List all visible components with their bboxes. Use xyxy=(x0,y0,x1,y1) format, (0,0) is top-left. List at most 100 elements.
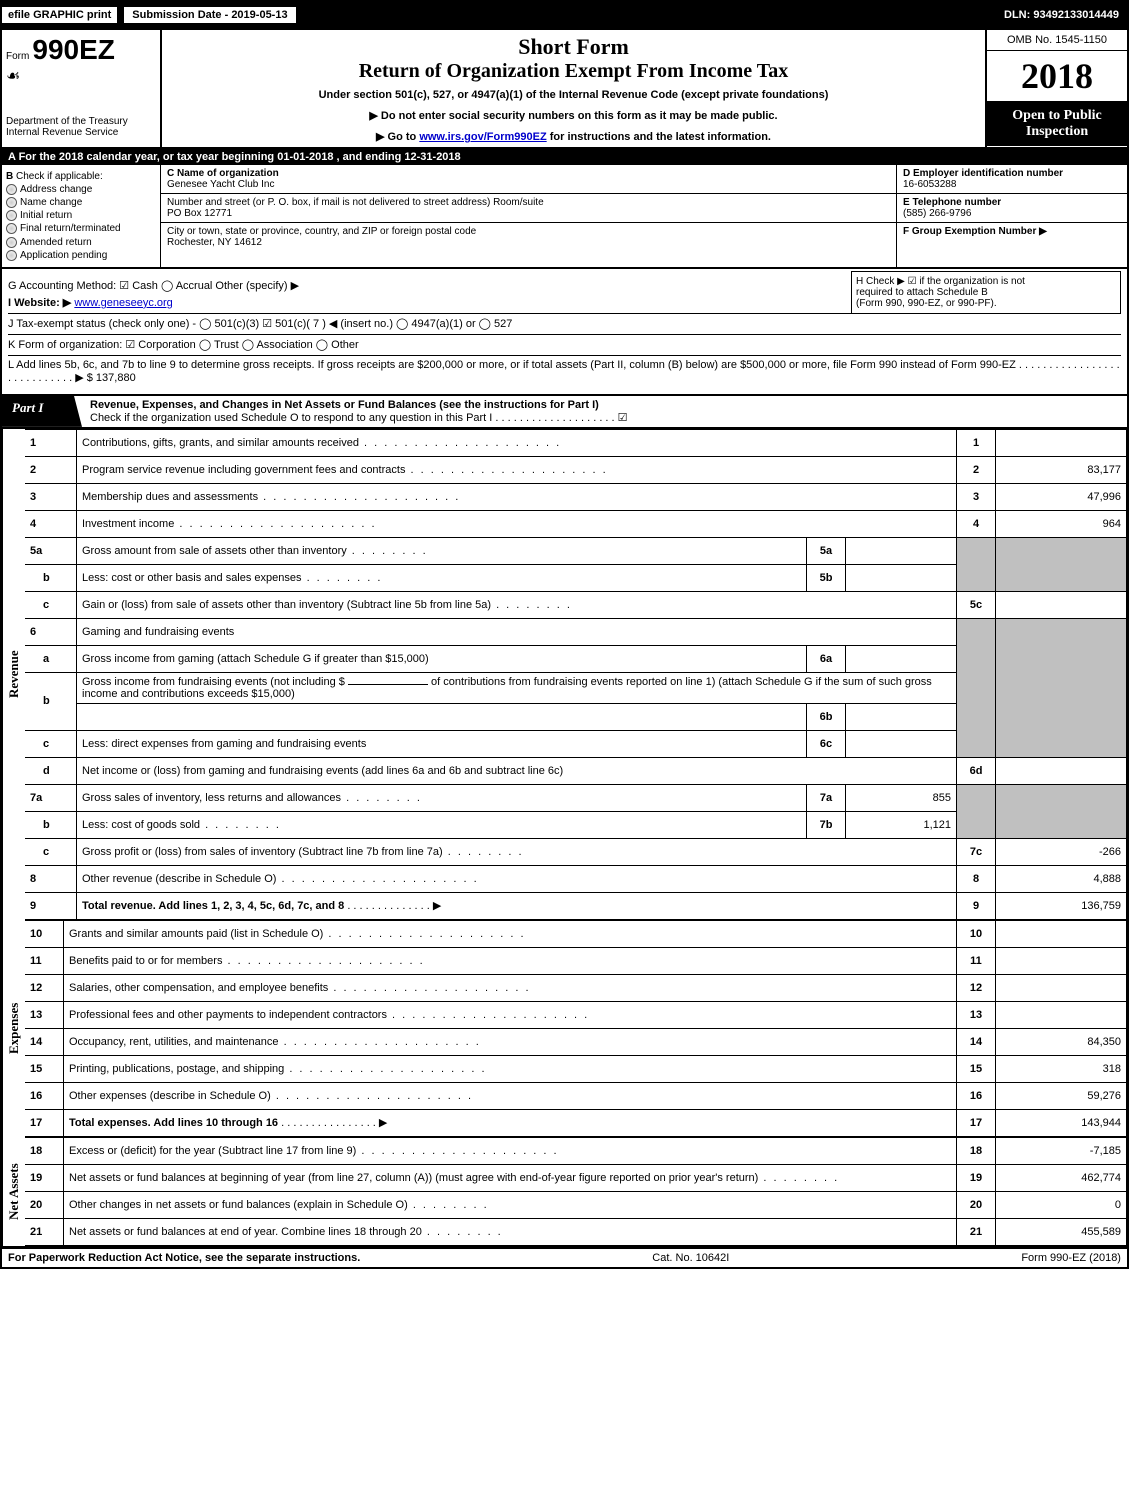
line-4-val: 964 xyxy=(996,510,1127,537)
efile-label[interactable]: efile GRAPHIC print xyxy=(2,7,119,23)
inspection-label: Open to Public Inspection xyxy=(987,102,1127,146)
form-header: Form 990EZ ☙ Department of the Treasury … xyxy=(0,30,1129,149)
line-7c-desc: Gross profit or (loss) from sales of inv… xyxy=(82,846,524,858)
group-exemption-label: F Group Exemption Number ▶ xyxy=(903,226,1047,237)
info-block: B Check if applicable: Address change Na… xyxy=(0,165,1129,269)
revenue-side-label: Revenue xyxy=(2,429,25,920)
line-16-desc: Other expenses (describe in Schedule O) xyxy=(69,1090,473,1102)
line-7c-val: -266 xyxy=(996,838,1127,865)
line-6-desc: Gaming and fundraising events xyxy=(77,618,957,645)
line-6a-desc: Gross income from gaming (attach Schedul… xyxy=(77,645,807,672)
subtitle: Under section 501(c), 527, or 4947(a)(1)… xyxy=(172,89,975,101)
radio-name-change[interactable] xyxy=(6,197,17,208)
footer-center: Cat. No. 10642I xyxy=(652,1252,729,1264)
submission-date: Submission Date - 2019-05-13 xyxy=(123,6,296,24)
phone-label: E Telephone number xyxy=(903,197,1001,208)
tax-year: 2018 xyxy=(987,51,1127,102)
ein-label: D Employer identification number xyxy=(903,168,1063,179)
line-16-val: 59,276 xyxy=(996,1082,1127,1109)
revenue-section: Revenue 1Contributions, gifts, grants, a… xyxy=(0,429,1129,920)
line-17-val: 143,944 xyxy=(996,1109,1127,1136)
expenses-side-label: Expenses xyxy=(2,920,25,1137)
short-form-title: Short Form xyxy=(172,34,975,60)
line-14-desc: Occupancy, rent, utilities, and maintena… xyxy=(69,1036,481,1048)
line-7b-val: 1,121 xyxy=(846,811,957,838)
line-6d-desc: Net income or (loss) from gaming and fun… xyxy=(77,757,957,784)
line-6b-desc1: Gross income from fundraising events (no… xyxy=(82,676,345,688)
ein-value: 16-6053288 xyxy=(903,179,1121,190)
line-13-desc: Professional fees and other payments to … xyxy=(69,1009,589,1021)
org-name: Genesee Yacht Club Inc xyxy=(167,179,890,190)
h-box: H Check ▶ ☑ if the organization is not r… xyxy=(851,271,1121,314)
opt-final-return: Final return/terminated xyxy=(20,224,121,235)
netassets-table: 18Excess or (deficit) for the year (Subt… xyxy=(25,1137,1127,1246)
website-label: I Website: ▶ xyxy=(8,297,71,309)
line-6c-desc: Less: direct expenses from gaming and fu… xyxy=(77,730,807,757)
line-18-val: -7,185 xyxy=(996,1137,1127,1164)
line-15-desc: Printing, publications, postage, and shi… xyxy=(69,1063,487,1075)
opt-application-pending: Application pending xyxy=(20,250,107,261)
omb-number: OMB No. 1545-1150 xyxy=(987,30,1127,51)
line-3-val: 47,996 xyxy=(996,483,1127,510)
footer-right: Form 990-EZ (2018) xyxy=(1021,1252,1121,1264)
goto-pre: ▶ Go to xyxy=(376,131,419,143)
line-20-desc: Other changes in net assets or fund bala… xyxy=(69,1199,489,1211)
part1-label: Part I xyxy=(2,396,82,427)
line-17-desc: Total expenses. Add lines 10 through 16 xyxy=(69,1117,278,1129)
radio-amended[interactable] xyxy=(6,237,17,248)
radio-final-return[interactable] xyxy=(6,223,17,234)
form-prefix: Form xyxy=(6,51,29,62)
line-j: J Tax-exempt status (check only one) - ◯… xyxy=(8,313,1121,330)
line-12-val xyxy=(996,974,1127,1001)
radio-initial-return[interactable] xyxy=(6,210,17,221)
line-5b-desc: Less: cost or other basis and sales expe… xyxy=(82,572,382,584)
line-14-val: 84,350 xyxy=(996,1028,1127,1055)
line-2-val: 83,177 xyxy=(996,456,1127,483)
opt-name-change: Name change xyxy=(20,197,82,208)
street-value: PO Box 12771 xyxy=(167,208,890,219)
line-8-val: 4,888 xyxy=(996,865,1127,892)
line-1-val xyxy=(996,429,1127,456)
radio-address-change[interactable] xyxy=(6,184,17,195)
return-title: Return of Organization Exempt From Incom… xyxy=(172,60,975,83)
footer-left: For Paperwork Reduction Act Notice, see … xyxy=(8,1252,360,1264)
section-a-pre: A For the 2018 calendar year, or tax yea… xyxy=(8,151,277,163)
radio-application-pending[interactable] xyxy=(6,250,17,261)
column-b: B Check if applicable: Address change Na… xyxy=(2,165,161,267)
phone-value: (585) 266-9796 xyxy=(903,208,1121,219)
line-5b-val xyxy=(846,564,957,591)
h-line1: H Check ▶ ☑ if the organization is not xyxy=(856,276,1116,287)
expenses-section: Expenses 10Grants and similar amounts pa… xyxy=(0,920,1129,1137)
line-12-desc: Salaries, other compensation, and employ… xyxy=(69,982,531,994)
line-13-val xyxy=(996,1001,1127,1028)
street-label: Number and street (or P. O. box, if mail… xyxy=(167,197,890,208)
line-5c-val xyxy=(996,591,1127,618)
line-7a-val: 855 xyxy=(846,784,957,811)
part1-title: Revenue, Expenses, and Changes in Net As… xyxy=(90,399,599,411)
netassets-section: Net Assets 18Excess or (deficit) for the… xyxy=(0,1137,1129,1248)
line-5a-val xyxy=(846,537,957,564)
line-8-desc: Other revenue (describe in Schedule O) xyxy=(82,873,479,885)
dln: DLN: 93492133014449 xyxy=(996,7,1127,23)
line-10-val xyxy=(996,920,1127,947)
opt-address-change: Address change xyxy=(20,184,92,195)
revenue-table: 1Contributions, gifts, grants, and simil… xyxy=(25,429,1127,920)
part1-desc: Revenue, Expenses, and Changes in Net As… xyxy=(82,396,1127,427)
ssn-warning: ▶ Do not enter social security numbers o… xyxy=(172,109,975,122)
line-7a-desc: Gross sales of inventory, less returns a… xyxy=(82,792,422,804)
b-check-label: Check if applicable: xyxy=(16,171,103,182)
expenses-table: 10Grants and similar amounts paid (list … xyxy=(25,920,1127,1137)
line-21-desc: Net assets or fund balances at end of ye… xyxy=(69,1226,503,1238)
line-9-val: 136,759 xyxy=(996,892,1127,919)
line-15-val: 318 xyxy=(996,1055,1127,1082)
line-19-val: 462,774 xyxy=(996,1164,1127,1191)
column-d: D Employer identification number 16-6053… xyxy=(896,165,1127,267)
right-box: OMB No. 1545-1150 2018 Open to Public In… xyxy=(985,30,1127,147)
form-number: 990EZ xyxy=(32,34,115,65)
website-link[interactable]: www.geneseeyc.org xyxy=(74,297,172,309)
line-20-val: 0 xyxy=(996,1191,1127,1218)
irs-link[interactable]: www.irs.gov/Form990EZ xyxy=(419,131,546,143)
page-footer: For Paperwork Reduction Act Notice, see … xyxy=(0,1248,1129,1269)
goto-instruction: ▶ Go to www.irs.gov/Form990EZ for instru… xyxy=(172,130,975,143)
line-6d-val xyxy=(996,757,1127,784)
